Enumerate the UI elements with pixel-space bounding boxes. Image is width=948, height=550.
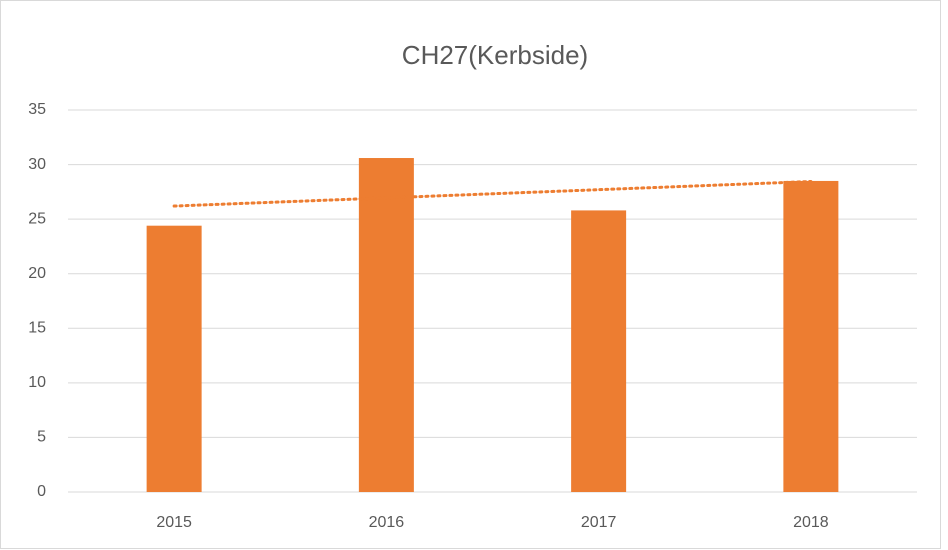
x-tick-label: 2018 — [793, 514, 829, 531]
y-tick-label: 20 — [28, 265, 46, 282]
y-tick-label: 35 — [28, 101, 46, 118]
bar — [146, 225, 202, 493]
bar — [783, 180, 839, 492]
bar — [358, 158, 414, 492]
y-tick-label: 5 — [37, 429, 46, 446]
y-tick-label: 30 — [28, 156, 46, 173]
x-tick-label: 2015 — [156, 514, 192, 531]
x-tick-label: 2016 — [369, 514, 405, 531]
y-tick-label: 10 — [28, 374, 46, 391]
y-tick-label: 15 — [28, 320, 46, 337]
y-tick-label: 25 — [28, 210, 46, 227]
chart-title: CH27(Kerbside) — [402, 40, 588, 70]
y-tick-label: 0 — [37, 483, 46, 500]
bar — [571, 210, 627, 492]
x-tick-label: 2017 — [581, 514, 617, 531]
trendline — [172, 179, 813, 208]
